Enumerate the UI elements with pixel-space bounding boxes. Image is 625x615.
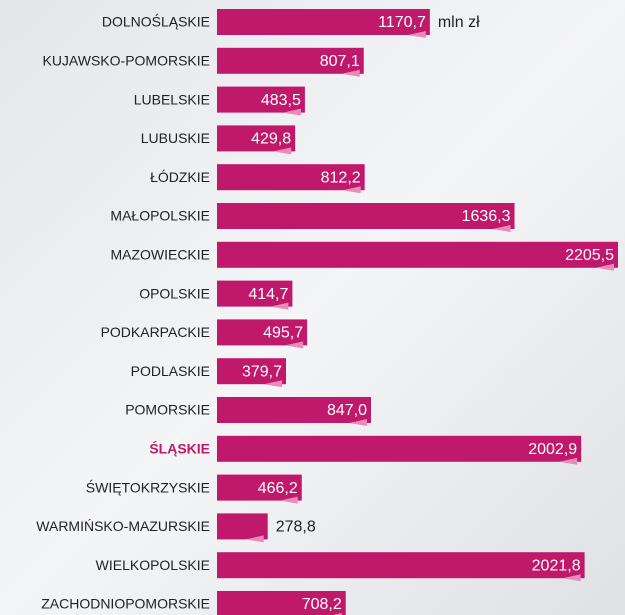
category-label: ŚLĄSKIE: [149, 440, 210, 457]
category-label: KUJAWSKO-POMORSKIE: [42, 53, 210, 69]
value-label: 2205,5: [565, 247, 614, 264]
category-label: OPOLSKIE: [139, 285, 210, 301]
value-label: 812,2: [321, 169, 361, 186]
category-label: PODKARPACKIE: [101, 324, 210, 340]
category-label: MAZOWIECKIE: [110, 247, 210, 263]
value-label: 708,2: [302, 596, 342, 613]
category-label: LUBUSKIE: [141, 130, 210, 146]
value-label: 495,7: [263, 325, 303, 342]
value-label: 429,8: [251, 131, 291, 148]
category-label: MAŁOPOLSKIE: [110, 208, 210, 224]
value-label: 379,7: [242, 363, 282, 380]
category-label: ZACHODNIOPOMORSKIE: [41, 596, 210, 612]
bar: [217, 242, 618, 268]
category-label: ŚWIĘTOKRZYSKIE: [86, 478, 210, 495]
value-label: 2021,8: [532, 557, 581, 574]
category-label: ŁÓDZKIE: [150, 169, 210, 185]
bar: [217, 513, 268, 539]
category-label: DOLNOŚLĄSKIE: [102, 13, 210, 30]
category-label: PODLASKIE: [131, 363, 210, 379]
value-label: 807,1: [320, 53, 360, 70]
unit-label: mln zł: [438, 14, 480, 31]
category-label: WIELKOPOLSKIE: [96, 557, 210, 573]
category-label: WARMIŃSKO-MAZURSKIE: [36, 518, 210, 534]
value-label: 414,7: [248, 286, 288, 303]
value-label: 1636,3: [462, 208, 511, 225]
value-label: 847,0: [327, 402, 367, 419]
value-label: 278,8: [276, 519, 316, 536]
bar: [217, 436, 581, 462]
chart: DOLNOŚLĄSKIE 1170,7 mln zł KUJAWSKO-POMORSK…: [0, 0, 625, 615]
page: DOLNOŚLĄSKIE 1170,7 mln zł KUJAWSKO-POMORSK…: [0, 0, 625, 615]
value-label: 2002,9: [528, 441, 577, 458]
value-label: 1170,7: [378, 14, 426, 31]
category-label: LUBELSKIE: [134, 91, 210, 107]
value-label: 483,5: [261, 92, 301, 109]
value-label: 466,2: [258, 480, 298, 497]
bar: [217, 552, 585, 578]
category-label: POMORSKIE: [125, 402, 210, 418]
